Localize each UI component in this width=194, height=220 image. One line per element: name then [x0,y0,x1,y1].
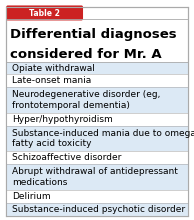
Bar [6,74,188,87]
Text: Differential diagnoses: Differential diagnoses [10,28,176,41]
Text: Substance-induced psychotic disorder: Substance-induced psychotic disorder [12,205,185,214]
Bar [6,190,188,203]
Bar [6,151,188,164]
Text: Abrupt withdrawal of antidepressant
medications: Abrupt withdrawal of antidepressant medi… [12,167,178,187]
Text: Neurodegenerative disorder (eg,
frontotemporal dementia): Neurodegenerative disorder (eg, frontote… [12,90,160,110]
Text: Table 2: Table 2 [29,9,60,18]
Text: Schizoaffective disorder: Schizoaffective disorder [12,153,121,162]
Text: Substance-induced mania due to omega-3
fatty acid toxicity: Substance-induced mania due to omega-3 f… [12,129,194,148]
Bar [6,62,188,74]
Text: Delirium: Delirium [12,192,50,201]
Text: Late-onset mania: Late-onset mania [12,76,91,85]
Text: Opiate withdrawal: Opiate withdrawal [12,64,94,73]
Text: considered for Mr. A: considered for Mr. A [10,48,161,61]
Text: Hyper/hypothyroidism: Hyper/hypothyroidism [12,115,112,124]
Bar [6,87,188,113]
Bar [6,113,188,126]
FancyBboxPatch shape [6,6,83,20]
Bar [6,164,188,190]
Bar [6,203,188,216]
Bar [6,126,188,151]
